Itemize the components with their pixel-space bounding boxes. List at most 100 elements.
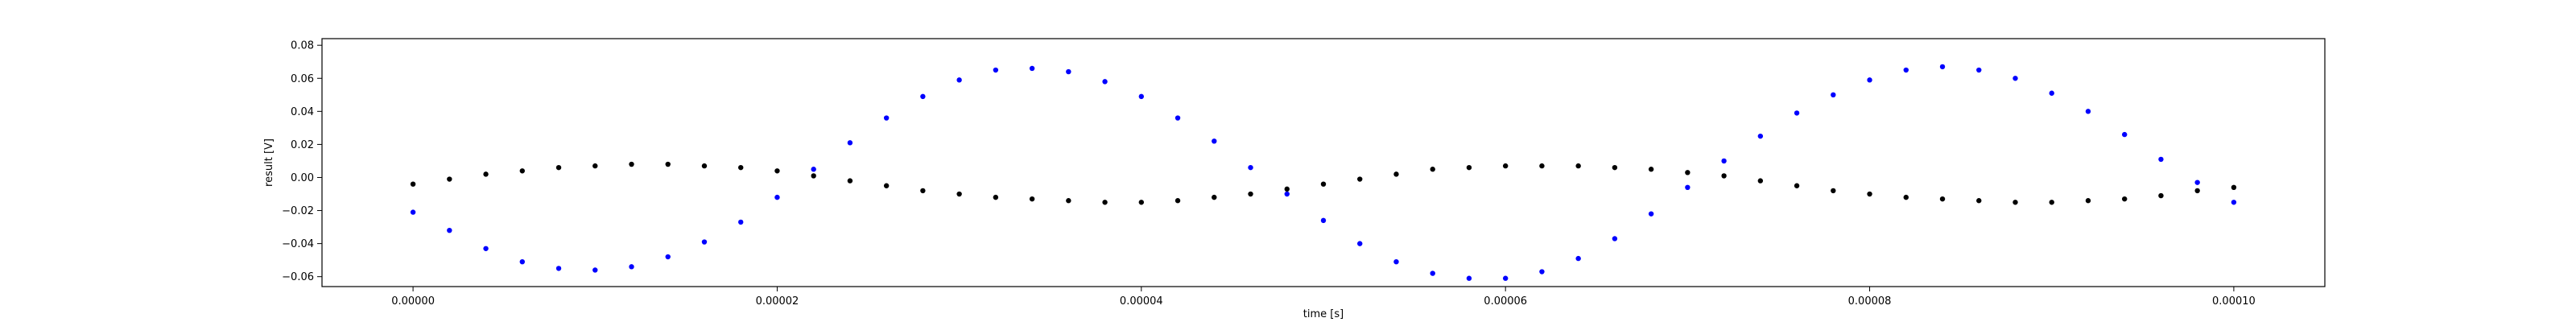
y-tick-label: 0.06 [291, 73, 314, 85]
data-point [1102, 79, 1108, 85]
data-point [993, 67, 999, 73]
x-tick-label: 0.00008 [1848, 295, 1892, 308]
data-point [1575, 163, 1581, 169]
data-point [1320, 217, 1327, 224]
data-point [1430, 167, 1435, 172]
y-tick-label: −0.02 [282, 205, 314, 217]
data-point [1867, 191, 1872, 197]
data-point [447, 227, 452, 233]
data-point [1794, 110, 1800, 116]
y-tick-label: 0.08 [291, 40, 314, 52]
data-point [883, 183, 890, 188]
data-point [555, 164, 562, 171]
data-point [1066, 68, 1071, 75]
data-point [1174, 198, 1181, 204]
data-point [1393, 259, 1399, 265]
data-point [1831, 188, 1836, 194]
data-point [2049, 90, 2054, 96]
data-point [2049, 200, 2054, 205]
data-point [956, 191, 962, 197]
data-point [1248, 164, 1253, 171]
data-point [1430, 270, 1435, 276]
data-point [2013, 200, 2018, 205]
data-point [2013, 76, 2018, 81]
data-point [1138, 93, 1145, 100]
data-point [2194, 180, 2200, 185]
y-axis: −0.06 −0.04 −0.02 0.00 0.02 0.04 0.06 0.08 [282, 40, 322, 283]
data-point [447, 176, 452, 182]
data-point [993, 194, 999, 200]
data-point [847, 178, 853, 184]
x-axis: 0.00000 0.00002 0.00004 0.00006 0.00008 0.000… [391, 287, 2256, 308]
data-point [1903, 194, 1909, 200]
y-tick-label: −0.04 [282, 238, 314, 250]
x-tick-label: 0.00004 [1120, 295, 1163, 308]
data-point [1539, 163, 1545, 169]
data-point [1903, 67, 1909, 73]
data-point [1539, 269, 1545, 275]
data-point [1284, 186, 1290, 192]
data-point [1831, 92, 1836, 98]
data-point [956, 77, 962, 83]
series-2 [410, 161, 2237, 205]
data-point [1976, 67, 1982, 73]
data-point [1466, 164, 1472, 171]
x-tick-label: 0.00010 [2212, 295, 2256, 308]
data-point [1867, 77, 1872, 83]
data-point [1794, 183, 1800, 188]
data-point [1612, 164, 1618, 171]
data-point [1648, 211, 1654, 217]
data-point [1029, 65, 1035, 72]
data-point [483, 171, 489, 177]
data-point [1320, 181, 1327, 187]
x-tick-label: 0.00006 [1484, 295, 1527, 308]
data-point [1976, 198, 1982, 204]
data-point [920, 93, 926, 100]
data-point [1502, 163, 1509, 169]
data-point [2194, 188, 2200, 194]
data-point [738, 164, 744, 171]
data-point [1757, 178, 1764, 184]
data-point [1102, 200, 1108, 205]
data-point [1212, 194, 1217, 200]
data-point [410, 209, 416, 215]
data-point [738, 219, 744, 225]
data-point [519, 259, 525, 265]
data-point [1721, 158, 1727, 164]
y-tick-label: −0.06 [282, 271, 314, 283]
data-point [2122, 131, 2128, 138]
plot-frame [321, 38, 2326, 287]
y-tick-label: 0.00 [291, 172, 314, 184]
data-point [701, 239, 708, 245]
data-point [811, 167, 816, 172]
data-point [2122, 196, 2128, 202]
data-point [1721, 173, 1727, 179]
data-point [2231, 200, 2237, 205]
data-point [883, 115, 890, 121]
data-point [774, 194, 780, 200]
data-point [811, 173, 816, 179]
data-point [1066, 198, 1071, 204]
data-point [665, 161, 671, 167]
data-point [629, 161, 634, 167]
data-point [1757, 133, 1764, 139]
data-point [2085, 198, 2091, 204]
data-point [1212, 138, 1217, 144]
data-point [1685, 184, 1690, 190]
data-point [1357, 241, 1363, 246]
y-tick-label: 0.04 [291, 106, 314, 118]
data-point [1357, 176, 1363, 182]
data-point [1284, 191, 1290, 197]
data-point [410, 181, 416, 187]
data-point [847, 140, 853, 146]
y-tick-label: 0.02 [291, 139, 314, 151]
series-1 [410, 64, 2237, 281]
data-point [1939, 64, 1946, 70]
data-point [2158, 156, 2164, 163]
data-point [1502, 275, 1509, 281]
data-point [1612, 236, 1618, 242]
data-point [1685, 170, 1690, 175]
data-point [701, 163, 708, 169]
